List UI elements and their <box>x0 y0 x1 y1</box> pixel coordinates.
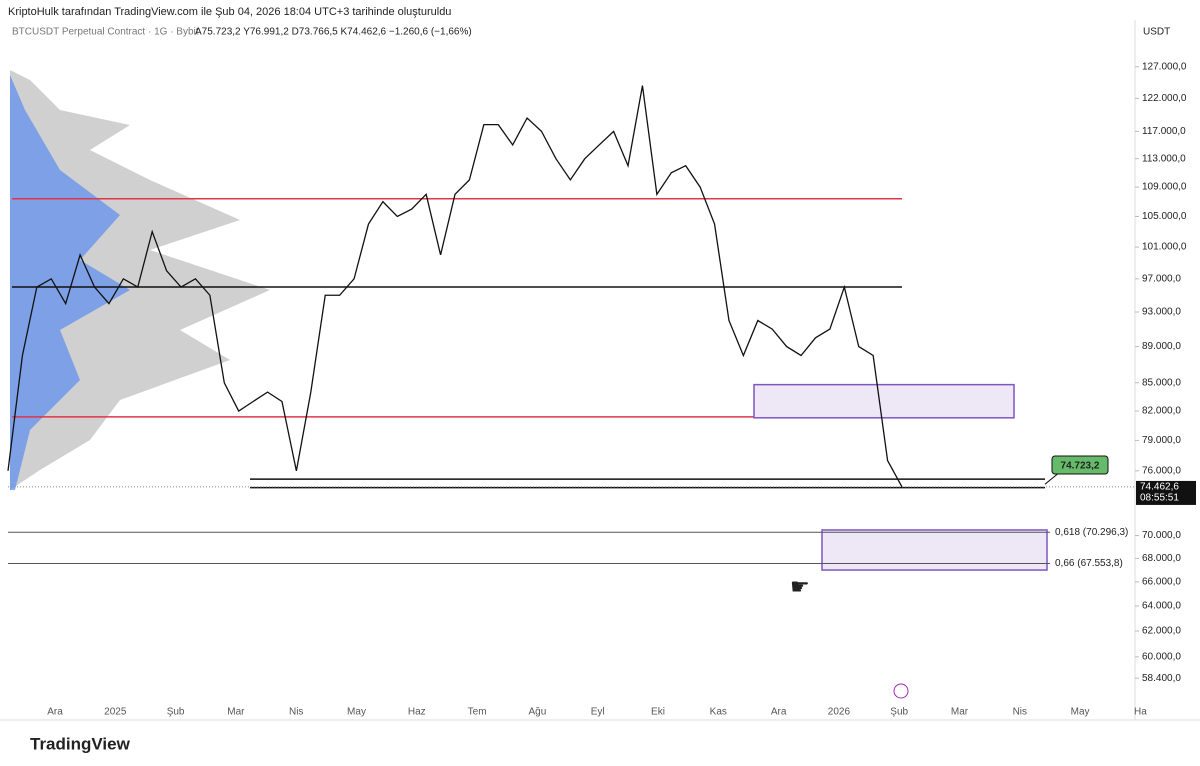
pointer-icon: ☛ <box>790 574 810 599</box>
fib-label: 0,618 (70.296,3) <box>1055 527 1128 538</box>
y-tick-label: 68.000,0 <box>1142 553 1181 564</box>
brand: TradingView <box>30 734 131 753</box>
y-tick-label: 109.000,0 <box>1142 182 1187 193</box>
x-tick-label: Haz <box>408 707 426 718</box>
x-tick-label: May <box>1071 707 1090 718</box>
callout-label: 74.723,2 <box>1061 461 1100 472</box>
header: KriptoHulk tarafından TradingView.com il… <box>8 6 451 18</box>
x-tick-label: Ara <box>47 707 63 718</box>
x-tick-label: Şub <box>167 707 185 718</box>
y-tick-label: 93.000,0 <box>1142 307 1181 318</box>
y-tick-label: 127.000,0 <box>1142 61 1187 72</box>
callout-box <box>1051 455 1109 475</box>
x-tick-label: Ağu <box>529 707 547 718</box>
y-tick-label: 89.000,0 <box>1142 341 1181 352</box>
zone <box>753 383 1015 419</box>
y-tick-label: 76.000,0 <box>1142 465 1181 476</box>
currency: USDT <box>1143 27 1170 38</box>
y-tick-label: 60.000,0 <box>1142 652 1181 663</box>
last-price-box <box>1136 480 1196 505</box>
y-tick-label: 66.000,0 <box>1142 577 1181 588</box>
y-tick-label: 117.000,0 <box>1142 126 1186 137</box>
y-tick-label: 58.400,0 <box>1142 673 1181 684</box>
y-tick-label: 101.000,0 <box>1142 242 1187 253</box>
x-tick-label: Eki <box>651 707 665 718</box>
y-tick-label: 97.000,0 <box>1142 273 1181 284</box>
x-tick-label: Mar <box>951 707 969 718</box>
x-tick-label: Nis <box>1013 707 1027 718</box>
y-tick-label: 105.000,0 <box>1142 211 1187 222</box>
x-tick-label: Mar <box>227 707 245 718</box>
y-tick-label: 122.000,0 <box>1142 93 1187 104</box>
symbol: BTCUSDT Perpetual Contract · 1G · Bybit <box>12 27 199 38</box>
x-tick-label: Ha <box>1134 707 1147 718</box>
fib-label: 0,66 (67.553,8) <box>1055 558 1123 569</box>
price-line <box>7 85 903 488</box>
x-tick-label: 2025 <box>104 707 127 718</box>
volume-profile <box>10 75 130 490</box>
icon <box>893 683 909 699</box>
x-tick-label: May <box>347 707 366 718</box>
y-tick-label: 113.000,0 <box>1142 153 1186 164</box>
x-tick-label: Kas <box>710 707 727 718</box>
y-tick-label: 82.000,0 <box>1142 406 1181 417</box>
ohlc: A75.723,2 Y76.991,2 D73.766,5 K74.462,6 … <box>195 27 472 38</box>
y-tick-label: 85.000,0 <box>1142 377 1181 388</box>
x-tick-label: Eyl <box>591 707 605 718</box>
y-tick-label: 70.000,0 <box>1142 530 1181 541</box>
countdown: 08:55:51 <box>1140 493 1179 504</box>
last-price-label: 74.462,6 <box>1140 482 1179 493</box>
x-tick-label: Şub <box>890 707 908 718</box>
x-tick-label: 2026 <box>828 707 851 718</box>
x-tick-label: Tem <box>468 707 487 718</box>
y-tick-label: 62.000,0 <box>1142 626 1181 637</box>
x-tick-label: Nis <box>289 707 303 718</box>
x-tick-label: Ara <box>771 707 787 718</box>
y-tick-label: 64.000,0 <box>1142 601 1181 612</box>
y-tick-label: 79.000,0 <box>1142 435 1181 446</box>
